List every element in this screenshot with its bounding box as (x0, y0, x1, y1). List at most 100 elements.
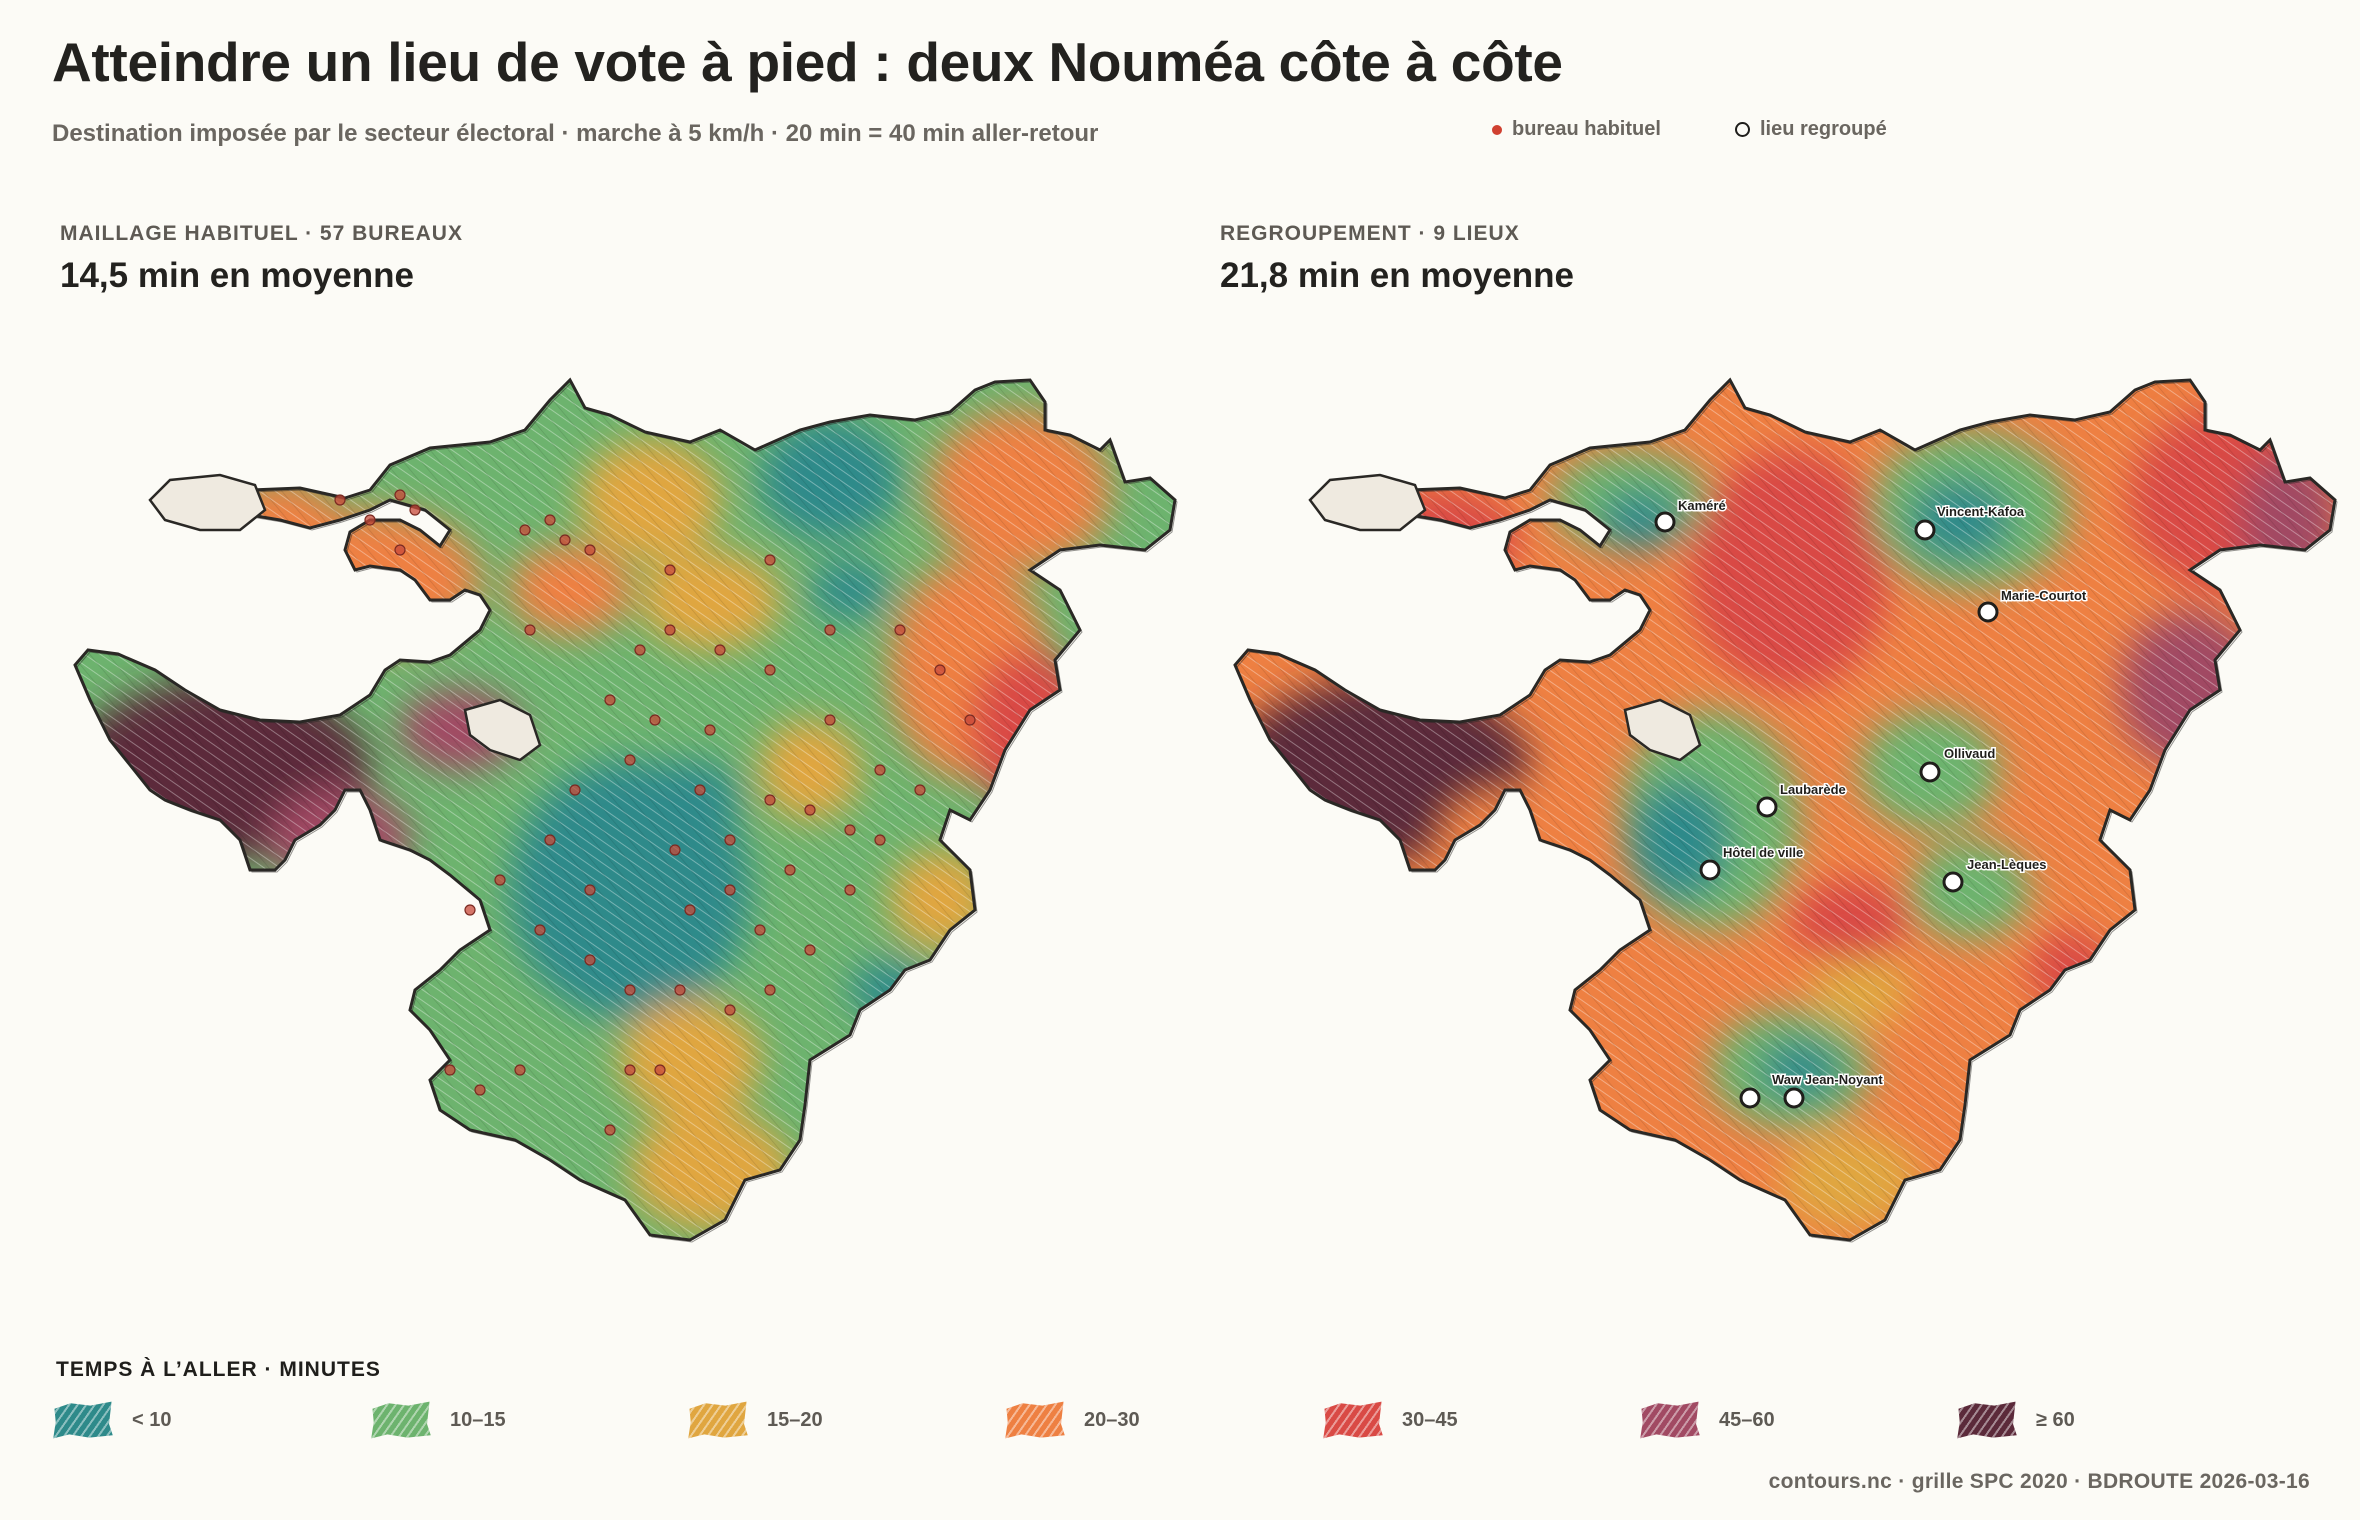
usual-office-dot (334, 494, 346, 506)
lagoon-shape (1623, 698, 1702, 762)
swatch-20-30 (1005, 1401, 1065, 1439)
legend-item-20-30: 20–30 (1004, 1400, 1140, 1440)
usual-office-dot (684, 904, 696, 916)
legend-usual-office: bureau habituel (1492, 118, 1661, 141)
usual-office-dot (524, 624, 536, 636)
usual-office-dot (514, 1064, 526, 1076)
usual-office-dot (654, 1064, 666, 1076)
swatch-gte60 (1957, 1401, 2017, 1439)
usual-office-dot (444, 1064, 456, 1076)
legend-item-gte60: ≥ 60 (1956, 1400, 2075, 1440)
left-panel-average: 14,5 min en moyenne (60, 256, 415, 295)
usual-office-dot (584, 954, 596, 966)
left-panel-kicker: MAILLAGE HABITUEL · 57 BUREAUX (60, 222, 463, 245)
usual-office-dot (784, 864, 796, 876)
usual-office-dot (724, 884, 736, 896)
svg-text:Marie-Courtot: Marie-Courtot (2001, 588, 2087, 603)
svg-text:Vincent-Kafoa: Vincent-Kafoa (1937, 504, 2025, 519)
usual-office-dot (544, 834, 556, 846)
lagoon-shape (463, 698, 542, 762)
legend-item-10-15: 10–15 (370, 1400, 506, 1440)
swatch-15-20 (688, 1401, 748, 1439)
usual-office-dot (624, 984, 636, 996)
swatch-30-45 (1323, 1401, 1383, 1439)
map-usual-network (73, 378, 1178, 1243)
svg-text:Ollivaud: Ollivaud (1944, 746, 1995, 761)
legend-item-15-20: 15–20 (687, 1400, 823, 1440)
usual-office-dot (649, 714, 661, 726)
right-panel-kicker: REGROUPEMENT · 9 LIEUX (1220, 222, 1520, 245)
usual-office-dot (804, 804, 816, 816)
credit-line: contours.nc · grille SPC 2020 · BDROUTE … (1768, 1470, 2310, 1493)
usual-office-dot (394, 489, 406, 501)
usual-office-dot (634, 644, 646, 656)
legend-item-30-45: 30–45 (1322, 1400, 1458, 1440)
usual-office-dot (874, 834, 886, 846)
swatch-45-60 (1640, 1401, 1700, 1439)
usual-office-dot (844, 824, 856, 836)
svg-text:Jean-Lèques: Jean-Lèques (1967, 857, 2046, 872)
usual-office-markers (334, 489, 976, 1136)
usual-office-dot (534, 924, 546, 936)
grouped-place-hotel-de-ville: Hôtel de ville (1699, 844, 1805, 881)
usual-office-dot (724, 1004, 736, 1016)
grouped-place-jean-leques: Jean-Lèques (1942, 856, 2048, 893)
usual-office-dot (674, 984, 686, 996)
usual-office-dot (364, 514, 376, 526)
grouped-place-ollivaud: Ollivaud (1919, 745, 1997, 783)
usual-office-dot (584, 544, 596, 556)
usual-office-dot (624, 1064, 636, 1076)
legend-classes: < 10 10–15 15–20 20–30 30–45 45–60 ≥ 60 (52, 1400, 2192, 1450)
map-grouped-network: Kaméré Vincent-Kafoa Marie-Courtot Olliv… (1233, 378, 2338, 1243)
ring-icon (1735, 122, 1750, 137)
usual-office-dot (704, 724, 716, 736)
swatch-lt10 (53, 1401, 113, 1439)
usual-office-dot (544, 514, 556, 526)
usual-office-dot (914, 784, 926, 796)
usual-office-dot (764, 554, 776, 566)
red-dot-icon (1492, 124, 1502, 135)
legend-item-lt10: < 10 (52, 1400, 171, 1440)
right-panel-average: 21,8 min en moyenne (1220, 256, 1575, 295)
svg-text:Kaméré: Kaméré (1678, 498, 1726, 513)
usual-office-dot (764, 664, 776, 676)
grouped-place-kamere: Kaméré (1654, 497, 1727, 533)
islet-shape (1308, 473, 1427, 532)
usual-office-dot (569, 784, 581, 796)
usual-office-dot (669, 844, 681, 856)
usual-office-dot (519, 524, 531, 536)
usual-office-dot (464, 904, 476, 916)
legend-grouped-place: lieu regroupé (1735, 118, 1887, 141)
usual-office-dot (874, 764, 886, 776)
usual-office-dot (664, 564, 676, 576)
page-title: Atteindre un lieu de vote à pied : deux … (52, 31, 1563, 93)
usual-office-dot (764, 794, 776, 806)
usual-office-dot (409, 504, 421, 516)
usual-office-dot (824, 714, 836, 726)
svg-text:Hôtel de ville: Hôtel de ville (1723, 845, 1803, 860)
usual-office-dot (584, 884, 596, 896)
grouped-place-vincent-kafoa: Vincent-Kafoa (1914, 503, 2026, 541)
usual-office-dot (559, 534, 571, 546)
legend-grouped-label: lieu regroupé (1760, 118, 1887, 140)
usual-office-dot (764, 984, 776, 996)
svg-text:Waw Jean-Noyant: Waw Jean-Noyant (1772, 1072, 1883, 1087)
page-subtitle: Destination imposée par le secteur élect… (52, 120, 1099, 147)
usual-office-dot (934, 664, 946, 676)
usual-office-dot (964, 714, 976, 726)
grouped-place-laubarede: Laubarède (1756, 781, 1847, 818)
usual-office-dot (664, 624, 676, 636)
usual-office-dot (494, 874, 506, 886)
usual-office-dot (714, 644, 726, 656)
swatch-10-15 (371, 1401, 431, 1439)
svg-text:Laubarède: Laubarède (1780, 782, 1846, 797)
usual-office-dot (724, 834, 736, 846)
usual-office-dot (824, 624, 836, 636)
grouped-place-marie-courtot: Marie-Courtot (1977, 587, 2088, 623)
usual-office-dot (624, 754, 636, 766)
usual-office-dot (804, 944, 816, 956)
legend-item-45-60: 45–60 (1639, 1400, 1775, 1440)
usual-office-dot (694, 784, 706, 796)
legend-usual-label: bureau habituel (1512, 118, 1661, 140)
usual-office-dot (604, 1124, 616, 1136)
